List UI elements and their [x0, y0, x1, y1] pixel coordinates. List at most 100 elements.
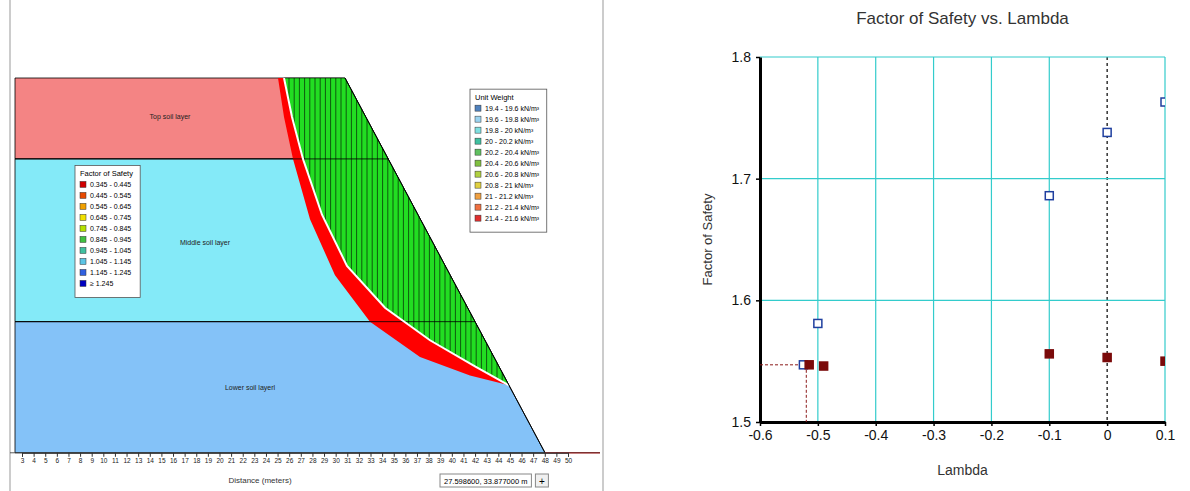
tick-label: 42	[472, 457, 480, 464]
tick: -0.6	[748, 422, 772, 443]
tick-mark	[1165, 422, 1167, 426]
tick: 14	[147, 453, 155, 465]
slice-line	[476, 324, 477, 367]
figure: Top soil layerMiddle soil layerLower soi…	[0, 0, 1190, 491]
point	[820, 362, 828, 370]
legend-label: 19.4 - 19.6 kN/m³	[485, 105, 540, 112]
slice-line	[413, 207, 414, 329]
tick-label: -0.5	[806, 427, 830, 443]
tick: -0.3	[922, 422, 946, 443]
tick: 6	[56, 453, 60, 465]
legend-swatch	[475, 116, 481, 122]
tick-label: 27	[298, 457, 306, 464]
legend-swatch	[475, 171, 481, 177]
tick-mark	[57, 453, 58, 457]
y-axis: 1.51.61.71.8	[732, 49, 761, 430]
tick-label: 16	[170, 457, 178, 464]
point	[1103, 354, 1111, 362]
legend-swatch	[475, 105, 481, 111]
legend-label: ≥ 1.245	[90, 280, 113, 287]
tick: 38	[425, 453, 433, 465]
legend-title: Unit Weight	[475, 93, 515, 102]
tick: 1.7	[732, 171, 760, 187]
point	[1045, 350, 1053, 358]
tick-mark	[429, 453, 430, 457]
tick-label: 33	[367, 457, 375, 464]
legend-label: 0.545 - 0.645	[90, 203, 131, 210]
panel-edge	[10, 0, 11, 491]
tick-label: 1.8	[732, 49, 752, 65]
tick-label: 28	[309, 457, 317, 464]
tick-label: 38	[425, 457, 433, 464]
tick-label: 6	[56, 457, 60, 464]
slice-line	[346, 80, 347, 264]
slice-line	[325, 78, 326, 222]
tick-label: 18	[193, 457, 201, 464]
tick-label: 11	[112, 457, 119, 464]
tick: 35	[391, 453, 399, 465]
grid-line	[991, 57, 992, 422]
tick-label: -0.6	[748, 427, 772, 443]
slice-line	[393, 168, 394, 314]
legend-swatch	[80, 280, 86, 286]
slice-line	[465, 304, 466, 361]
grid-line	[875, 57, 876, 422]
slice-line	[294, 78, 295, 125]
grid-line	[817, 57, 818, 422]
slice-line	[481, 334, 482, 370]
point	[1161, 98, 1165, 106]
tick: 32	[356, 453, 364, 465]
tick: 41	[460, 453, 468, 465]
unit-weight-legend: Unit Weight19.4 - 19.6 kN/m³19.6 - 19.8 …	[470, 89, 547, 232]
tick-mark	[347, 453, 348, 457]
slice-line	[372, 129, 373, 294]
legend-label: 0.445 - 0.545	[90, 192, 131, 199]
tick-label: 1.7	[732, 171, 752, 187]
tick-label: 47	[530, 457, 538, 464]
tick-label: 34	[379, 457, 387, 464]
tick: 46	[518, 453, 526, 465]
slice-line	[486, 343, 487, 372]
slice-line	[434, 246, 435, 343]
tick-label: 1.6	[732, 292, 752, 308]
tick: -0.4	[864, 422, 888, 443]
legend-label: 1.045 - 1.145	[90, 258, 131, 265]
tick: 39	[437, 453, 445, 465]
legend-label: 0.745 - 0.845	[90, 225, 131, 232]
tick: 3	[21, 453, 25, 465]
chart-title: Factor of Safety vs. Lambda	[856, 9, 1069, 28]
tick-mark	[382, 453, 383, 457]
tick: 25	[274, 453, 282, 465]
legend-swatch	[80, 258, 86, 264]
button[interactable]: +	[539, 476, 545, 487]
tick-mark	[452, 453, 453, 457]
slice-line	[424, 226, 425, 336]
tick-mark	[875, 422, 877, 426]
tick-label: -0.3	[922, 427, 946, 443]
slice-line	[491, 353, 492, 376]
tick-mark	[498, 453, 499, 457]
tick-label: -0.4	[864, 427, 888, 443]
tick: 24	[263, 453, 271, 465]
tick: 12	[123, 453, 131, 465]
slice-line	[429, 236, 430, 340]
tick-mark	[68, 453, 69, 457]
tick-label: 26	[286, 457, 294, 464]
tick-mark	[254, 453, 255, 457]
tick-mark	[278, 453, 279, 457]
tick: 36	[402, 453, 410, 465]
legend-swatch	[475, 193, 481, 199]
tick: 49	[553, 453, 561, 465]
slice-line	[455, 285, 456, 355]
tick-label: 35	[391, 457, 399, 464]
legend-label: 0.345 - 0.445	[90, 181, 131, 188]
tick-mark	[312, 453, 313, 457]
tick-label: 46	[518, 457, 526, 464]
distance-axis: 3456789101112131415161718192021222324252…	[21, 453, 573, 465]
tick-mark	[568, 453, 569, 457]
tick-label: 31	[344, 457, 352, 464]
legend-swatch	[475, 204, 481, 210]
point	[805, 361, 813, 369]
tick-mark	[756, 422, 760, 424]
tick-mark	[933, 422, 935, 426]
